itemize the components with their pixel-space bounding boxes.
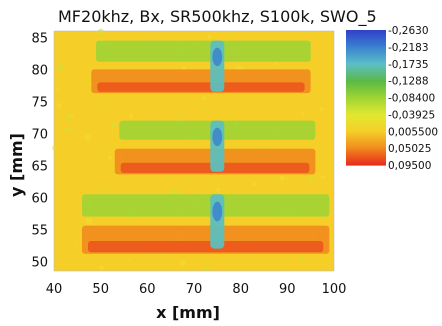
background-speckle [56,102,62,108]
chart-title: MF20khz, Bx, SR500khz, S100k, SWO_5 [58,7,377,27]
background-speckle [103,187,108,191]
background-speckle [108,155,112,160]
region-core-strip-1-lower [97,82,305,92]
y-axis-ticks: 50 55 60 65 70 75 80 85 [31,31,48,270]
colorbar-label: -0,1288 [388,76,429,88]
colorbar-labels: -0,2630 -0,2183 -0,1735 -0,1288 -0,08400 -0,0… [388,25,438,172]
background-speckle [56,88,60,92]
colorbar-label: -0,2630 [388,25,429,37]
background-speckle [70,114,74,118]
region-core-strip-3-lower [88,241,324,253]
x-tick-label: 40 [46,282,63,297]
background-speckle [279,176,285,181]
colorbar-segment [346,97,386,115]
background-speckle [300,256,305,261]
background-speckle [74,241,77,244]
y-tick-label: 60 [31,191,48,206]
x-tick-label: 50 [92,282,109,297]
background-speckle [235,65,242,71]
colorbar-segment [346,30,386,48]
colorbar-segment [346,46,386,65]
background-speckle [85,218,93,225]
background-speckle [111,122,117,129]
background-speckle [127,259,130,262]
colorbar-segment [346,148,386,166]
background-speckle [64,127,71,133]
background-speckle [319,106,324,112]
y-tick-label: 75 [31,95,48,110]
background-speckle [321,153,324,156]
x-axis-ticks: 40 50 60 70 80 90 100 [46,282,347,297]
colorbar-label: -0,1735 [388,59,429,71]
background-speckle [66,117,71,122]
colorbar-segment [346,131,386,149]
background-speckle [145,36,148,39]
colorbar-label: -0,08400 [388,93,435,105]
background-speckle [84,134,92,142]
y-tick-label: 55 [31,223,48,238]
background-speckle [105,102,108,106]
background-speckle [179,259,186,267]
background-speckle [66,113,71,118]
y-tick-label: 65 [31,159,48,174]
background-speckle [216,187,221,192]
background-speckle [58,65,64,71]
region-strip-3-upper [82,194,330,217]
y-axis-label: y [mm] [7,133,26,197]
background-speckle [308,176,315,183]
x-tick-label: 100 [322,282,347,297]
colorbar-segment [346,80,386,99]
background-speckle [202,96,207,100]
colorbar-label: -0,2183 [388,42,429,54]
x-tick-label: 90 [279,282,296,297]
center-peak-center-2 [212,127,223,147]
y-tick-label: 85 [31,31,48,46]
x-tick-label: 60 [139,282,156,297]
colorbar-segment [346,63,386,82]
background-speckle [253,182,257,187]
plot-frame [53,30,335,272]
background-speckle [151,113,154,117]
colorbar-label: -0,03925 [388,109,435,121]
y-tick-label: 80 [31,63,48,78]
y-tick-label: 50 [31,255,48,270]
background-speckle [97,28,104,35]
background-speckle [205,108,209,112]
colorbar-label: 0,05025 [388,143,431,155]
x-tick-label: 70 [186,282,203,297]
x-tick-label: 80 [232,282,249,297]
background-speckle [207,35,212,39]
region-strip-1-upper [96,40,311,62]
background-speckle [129,113,134,118]
background-speckle [204,266,210,272]
background-speckle [171,188,179,196]
background-speckle [99,265,104,270]
background-speckle [274,62,277,66]
x-axis-label: x [mm] [156,303,220,322]
colorbar-label: 0,09500 [388,160,431,172]
y-tick-label: 70 [31,127,48,142]
center-peak-center-3 [212,201,223,222]
background-speckle [321,175,326,179]
colorbar-label: 0,005500 [388,126,438,138]
colorbar-segment [346,114,386,132]
background-speckle [301,112,305,116]
colorbar [346,30,386,166]
heatmap-layer [51,28,330,272]
center-peak-center-1 [212,47,223,67]
